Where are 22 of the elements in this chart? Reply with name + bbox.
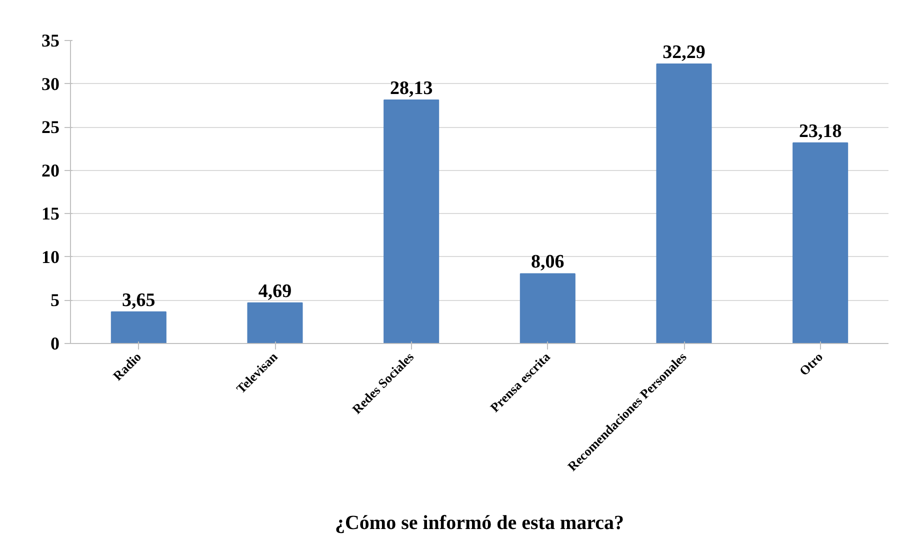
data-label: 28,13 — [390, 78, 433, 99]
data-label: 23,18 — [798, 120, 842, 142]
y-tick-label: 25 — [42, 117, 60, 138]
y-tick-label: 5 — [50, 290, 60, 310]
y-tick-label: 15 — [42, 204, 60, 224]
bar — [247, 302, 303, 344]
bar — [656, 63, 712, 344]
bar — [792, 142, 848, 344]
y-tick-label: 35 — [42, 30, 60, 50]
x-tick-label: Otro — [796, 349, 826, 379]
data-label: 3,65 — [122, 290, 156, 311]
bar — [520, 273, 576, 344]
y-tick-label: 20 — [42, 160, 60, 180]
bar — [110, 311, 166, 344]
y-tick-label: 10 — [42, 246, 60, 267]
x-axis-title: ¿Cómo se informó de esta marca? — [334, 512, 624, 534]
y-tick-label: 30 — [42, 74, 60, 94]
y-tick-label: 0 — [50, 334, 60, 354]
data-label: 8,06 — [531, 252, 564, 273]
data-label: 32,29 — [662, 42, 706, 63]
bar — [384, 99, 440, 344]
data-label: 4,69 — [258, 280, 292, 302]
